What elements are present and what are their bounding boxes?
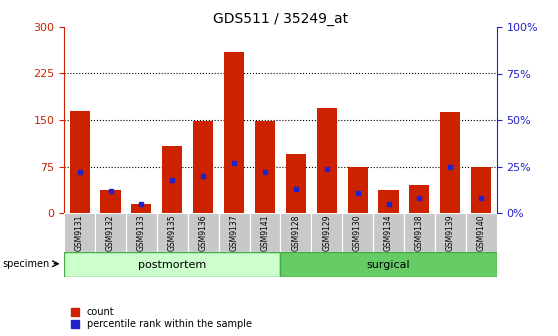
Bar xyxy=(157,213,187,252)
Text: GSM9130: GSM9130 xyxy=(353,214,362,251)
Text: GSM9136: GSM9136 xyxy=(199,214,208,251)
Bar xyxy=(131,204,151,213)
Bar xyxy=(471,167,491,213)
Text: GSM9138: GSM9138 xyxy=(415,214,424,251)
Text: GSM9129: GSM9129 xyxy=(322,214,331,251)
Text: GSM9128: GSM9128 xyxy=(291,214,300,251)
Legend: count, percentile rank within the sample: count, percentile rank within the sample xyxy=(69,305,253,331)
Bar xyxy=(95,213,126,252)
Text: specimen: specimen xyxy=(3,259,50,269)
Text: GSM9135: GSM9135 xyxy=(168,214,177,251)
Bar xyxy=(100,190,121,213)
Bar xyxy=(410,185,430,213)
Bar xyxy=(466,213,497,252)
Bar xyxy=(373,213,404,252)
Bar xyxy=(126,213,157,252)
Bar xyxy=(440,112,460,213)
Bar xyxy=(280,213,311,252)
Text: GSM9133: GSM9133 xyxy=(137,214,146,251)
Bar xyxy=(193,121,213,213)
Text: GSM9132: GSM9132 xyxy=(106,214,115,251)
Bar xyxy=(224,52,244,213)
Bar xyxy=(317,108,337,213)
Text: postmortem: postmortem xyxy=(138,260,206,269)
Bar xyxy=(378,190,398,213)
Bar xyxy=(187,213,219,252)
Text: GSM9134: GSM9134 xyxy=(384,214,393,251)
Bar xyxy=(219,213,249,252)
Text: GSM9140: GSM9140 xyxy=(477,214,485,251)
Bar xyxy=(70,111,90,213)
Bar xyxy=(162,146,182,213)
Bar xyxy=(286,154,306,213)
Text: GSM9141: GSM9141 xyxy=(261,214,270,251)
Title: GDS511 / 35249_at: GDS511 / 35249_at xyxy=(213,12,348,26)
Text: GSM9131: GSM9131 xyxy=(75,214,84,251)
Bar xyxy=(404,213,435,252)
Bar xyxy=(342,213,373,252)
Text: surgical: surgical xyxy=(367,260,410,269)
Bar xyxy=(280,252,497,277)
Text: GSM9139: GSM9139 xyxy=(446,214,455,251)
Bar xyxy=(255,121,275,213)
Bar xyxy=(311,213,342,252)
Bar xyxy=(435,213,466,252)
Bar xyxy=(64,213,95,252)
Text: GSM9137: GSM9137 xyxy=(229,214,239,251)
Bar xyxy=(348,167,368,213)
Bar xyxy=(249,213,280,252)
Bar xyxy=(64,252,280,277)
